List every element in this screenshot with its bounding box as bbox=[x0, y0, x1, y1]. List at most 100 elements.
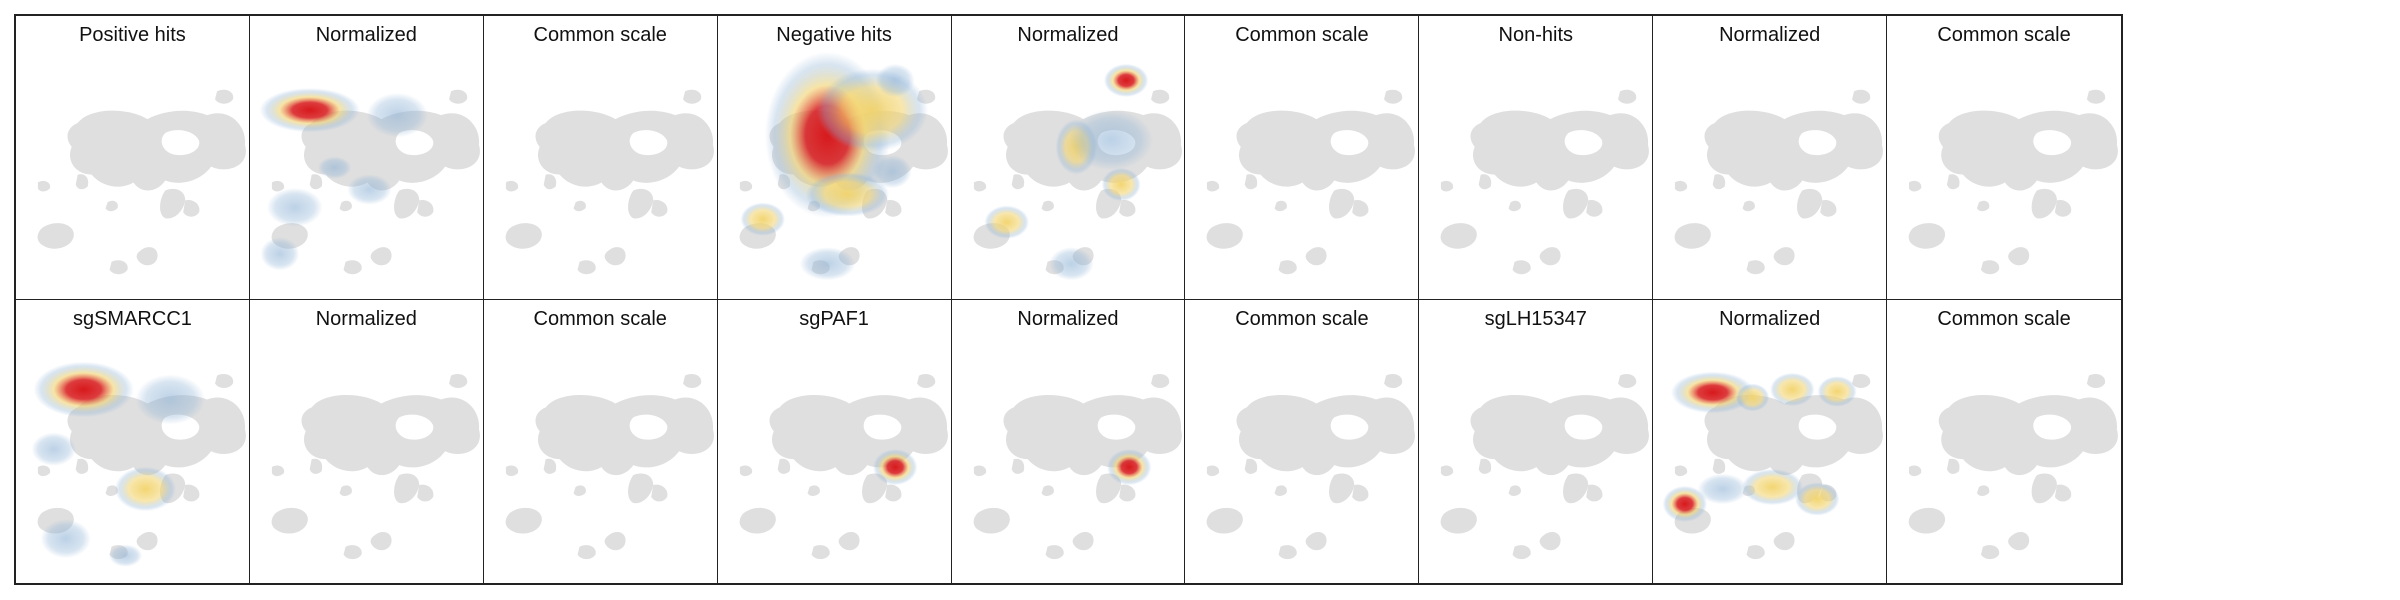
density-hotspot-low bbox=[1697, 473, 1748, 504]
umap-cluster-shape bbox=[183, 199, 200, 217]
umap-density-plot bbox=[739, 373, 948, 559]
density-hotspot-medium bbox=[1795, 481, 1840, 516]
umap-cluster-shape bbox=[1947, 174, 1960, 190]
umap-gap bbox=[1331, 414, 1369, 440]
umap-gap bbox=[629, 130, 668, 156]
heatmap-panel: Common scale bbox=[1185, 16, 1420, 300]
umap-cluster-shape bbox=[339, 200, 352, 212]
heatmap-panel: Normalized bbox=[249, 299, 484, 583]
umap-density-plot bbox=[1207, 89, 1416, 275]
umap-density-plot bbox=[1440, 89, 1650, 275]
umap-cluster-shape bbox=[1440, 507, 1478, 534]
umap-cluster-shape bbox=[1207, 507, 1244, 534]
umap-cluster-shape bbox=[1618, 89, 1637, 104]
umap-cluster-shape bbox=[1539, 531, 1561, 550]
umap-cluster-shape bbox=[271, 507, 308, 534]
umap-cluster-shape bbox=[343, 260, 362, 275]
umap-cluster-shape bbox=[1236, 110, 1416, 191]
umap-cluster-shape bbox=[1207, 180, 1220, 192]
umap-cluster-shape bbox=[109, 260, 128, 275]
umap-cluster-shape bbox=[535, 110, 714, 191]
umap-cluster-shape bbox=[1352, 199, 1369, 217]
heatmap-panel: Normalized bbox=[1653, 16, 1888, 300]
umap-cluster-shape bbox=[1041, 200, 1054, 212]
umap-cluster-shape bbox=[1440, 223, 1478, 249]
density-hotspot-low bbox=[799, 247, 856, 281]
density-hotspot-high bbox=[1671, 371, 1755, 413]
umap-cluster-shape bbox=[1011, 174, 1024, 190]
umap-cluster-shape bbox=[1618, 373, 1637, 388]
umap-cluster-shape bbox=[393, 473, 420, 503]
umap-cluster-shape bbox=[448, 89, 468, 104]
umap-cluster-shape bbox=[1977, 484, 1990, 496]
umap-cluster-shape bbox=[682, 89, 701, 104]
panel-title: Normalized bbox=[315, 24, 417, 46]
heatmap-panel: Normalized bbox=[951, 16, 1186, 300]
umap-gap bbox=[161, 130, 200, 156]
umap-cluster-shape bbox=[807, 484, 820, 496]
density-hotspot-high bbox=[33, 361, 134, 417]
umap-gap bbox=[395, 414, 434, 440]
umap-cluster-shape bbox=[573, 200, 586, 212]
heatmap-panel: Positive hits bbox=[16, 16, 250, 300]
umap-gap bbox=[629, 414, 668, 440]
umap-cluster-shape bbox=[1245, 174, 1258, 190]
density-hotspot-medium bbox=[805, 172, 889, 217]
umap-cluster-shape bbox=[739, 180, 752, 192]
umap-cluster-shape bbox=[1384, 89, 1403, 104]
density-hotspot-medium bbox=[1101, 167, 1141, 202]
density-hotspot-low bbox=[317, 156, 352, 179]
umap-density-plot bbox=[31, 361, 246, 567]
umap-cluster-shape bbox=[1938, 394, 2118, 475]
umap-cluster-shape bbox=[884, 199, 902, 217]
umap-cluster-shape bbox=[1773, 531, 1795, 550]
umap-cluster-shape bbox=[1512, 544, 1532, 559]
umap-cluster-shape bbox=[1072, 531, 1094, 550]
density-hotspot-low bbox=[872, 154, 912, 189]
umap-cluster-shape bbox=[543, 174, 556, 190]
heatmap-panel: Common scale bbox=[483, 299, 718, 583]
umap-cluster-shape bbox=[136, 247, 158, 266]
umap-cluster-shape bbox=[604, 531, 626, 550]
umap-cluster-shape bbox=[271, 180, 285, 192]
density-hotspot-low bbox=[875, 63, 915, 98]
density-hotspot-low bbox=[1068, 109, 1153, 171]
umap-cluster-shape bbox=[2008, 247, 2030, 266]
umap-cluster-shape bbox=[2008, 531, 2030, 550]
umap-cluster-shape bbox=[650, 484, 668, 501]
heatmap-panel: sgLH15347 bbox=[1419, 299, 1654, 583]
umap-cluster-shape bbox=[448, 373, 468, 388]
umap-cluster-shape bbox=[1352, 484, 1369, 501]
density-hotspot-low bbox=[135, 373, 206, 425]
umap-cluster-shape bbox=[1275, 200, 1288, 212]
heatmap-panel: Common scale bbox=[1887, 299, 2121, 583]
panel-title: Common scale bbox=[1235, 24, 1369, 46]
umap-cluster-shape bbox=[505, 507, 542, 534]
umap-density-plot bbox=[259, 87, 480, 275]
umap-cluster-shape bbox=[1539, 247, 1561, 266]
umap-cluster-shape bbox=[1479, 174, 1492, 190]
panel-title: Common scale bbox=[533, 24, 667, 46]
umap-cluster-shape bbox=[1118, 199, 1135, 217]
umap-gap bbox=[1331, 130, 1369, 156]
umap-cluster-shape bbox=[505, 465, 518, 476]
umap-cluster-shape bbox=[811, 544, 830, 559]
panel-title: Common scale bbox=[1937, 307, 2071, 330]
umap-cluster-shape bbox=[301, 394, 480, 475]
panel-title: Negative hits bbox=[776, 24, 892, 46]
panel-title: Positive hits bbox=[79, 24, 186, 46]
umap-cluster-shape bbox=[604, 247, 626, 266]
umap-cluster-shape bbox=[2087, 373, 2106, 388]
umap-cluster-shape bbox=[417, 199, 434, 217]
umap-cluster-shape bbox=[1675, 180, 1688, 192]
umap-cluster-shape bbox=[1236, 394, 1416, 475]
umap-cluster-shape bbox=[1118, 484, 1135, 501]
umap-density-plot bbox=[973, 63, 1182, 281]
umap-cluster-shape bbox=[1586, 484, 1603, 501]
density-hotspot-low bbox=[260, 237, 300, 271]
umap-density-plot bbox=[1440, 373, 1650, 559]
umap-cluster-shape bbox=[1746, 260, 1765, 275]
umap-cluster-shape bbox=[1852, 373, 1871, 388]
umap-density-plot bbox=[271, 373, 480, 559]
umap-cluster-shape bbox=[1981, 544, 2000, 559]
